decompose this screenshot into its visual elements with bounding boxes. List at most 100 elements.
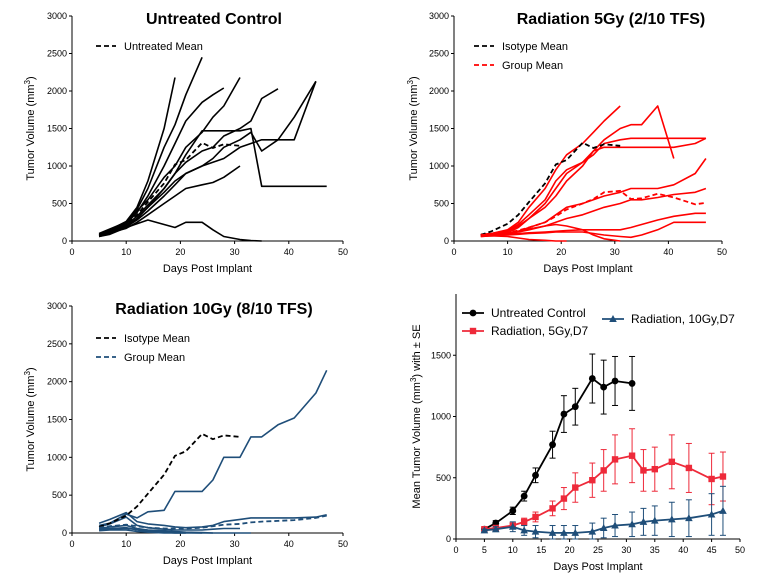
y-axis-label: Tumor Volume (mm3) [406,76,420,180]
animal-curve-3 [98,516,240,531]
x-tick-label: 10 [503,247,513,257]
data-point [600,383,608,391]
data-point [560,410,568,418]
legend-marker [609,315,617,322]
x-tick-label: 20 [556,247,566,257]
animal-curve-10 [480,235,567,242]
series-line [483,377,633,530]
y-tick-label: 500 [52,490,67,500]
x-tick-label: 40 [678,545,688,555]
data-point [707,510,716,518]
panel-3: 0 10 20 30 40 50050010001500200025003000Days … [23,301,348,567]
group-mean-line [480,189,707,236]
data-point [639,517,648,525]
data-point [719,506,727,514]
y-tick-label: 2000 [429,86,449,96]
y-tick-label: 3000 [429,11,449,21]
x-tick-label: 35 [650,545,660,555]
legend-label: Group Mean [502,60,563,72]
data-point [628,380,636,387]
data-point [611,377,619,385]
y-axis-label-main: Tumor Volume (mm [408,84,420,180]
y-axis-label-main: Tumor Volume (mm [25,375,37,471]
x-tick-label: 20 [175,539,185,549]
x-tick-label: 40 [284,247,294,257]
animal-curve-6 [98,80,317,236]
animal-curve-3 [480,137,706,236]
series-3 [480,485,727,540]
data-point [640,467,647,474]
y-tick-label: 1500 [47,124,67,134]
data-point [685,464,693,472]
x-tick-label: 30 [230,539,240,549]
x-tick-label: 50 [338,539,348,549]
isotype-mean-line [480,141,621,236]
animal-curve-7 [98,81,317,237]
chart-title: Radiation 5Gy (2/10 TFS) [517,11,705,28]
y-axis-label-sup: 3 [23,79,32,84]
y-axis-label-main: Tumor Volume (mm [25,84,37,180]
chart-title: Untreated Control [146,11,282,28]
data-point [560,528,568,536]
y-tick-label: 2500 [47,339,67,349]
x-tick-label: 25 [593,545,603,555]
data-point [719,473,727,480]
y-axis-label: Mean Tumor Volume (mm3) with ± SE [409,324,423,508]
y-axis-label-tail: ) [25,76,37,80]
legend-label: Isotype Mean [502,41,568,53]
x-tick-label: 50 [735,545,745,555]
data-point [548,528,557,536]
data-point [520,492,528,500]
legend-label: Untreated Mean [124,41,203,53]
chart-title: Radiation 10Gy (8/10 TFS) [115,301,312,318]
series-line [484,509,724,534]
data-point [520,526,528,534]
data-point [600,467,607,474]
y-tick-label: 3000 [47,11,67,21]
group-mean-line [98,514,327,530]
x-tick-label: 50 [717,247,727,257]
y-axis-label-sup: 3 [409,377,418,382]
y-tick-label: 500 [436,473,451,483]
animal-curve-3 [98,87,225,237]
y-tick-label: 0 [446,534,451,544]
data-point [651,465,658,473]
animal-curve-1 [480,105,621,236]
data-point [532,513,539,521]
data-point [589,477,596,484]
animal-curve-5 [98,88,279,238]
x-tick-label: 30 [230,247,240,257]
legend-marker [469,327,477,335]
legend-entry-1: Untreated Control [462,306,586,320]
y-tick-label: 1500 [431,350,451,360]
panel-1: 0 10 20 30 40 50050010001500200025003000Days … [23,11,348,275]
y-tick-label: 2500 [47,49,67,59]
data-point [492,519,500,527]
data-point [532,471,539,479]
x-tick-label: 10 [121,247,131,257]
data-point [685,514,693,522]
data-point [599,523,608,531]
y-tick-label: 2000 [47,377,67,387]
y-tick-label: 2500 [429,49,449,59]
data-point [549,505,556,512]
x-axis-label: Days Post Implant [163,263,252,275]
isotype-mean-line [98,432,241,528]
animal-curve-7 [99,529,186,534]
legend-label: Radiation, 10Gy,D7 [631,312,735,326]
data-point [560,495,568,502]
x-axis-label: Days Post Implant [163,555,252,567]
animal-curve-1 [98,369,328,527]
data-point [491,525,500,533]
legend-label: Group Mean [124,352,185,364]
x-tick-label: 10 [121,539,131,549]
x-tick-label: 10 [508,545,518,555]
x-tick-label: 30 [621,545,631,555]
data-point [571,528,580,536]
x-tick-label: 40 [284,539,294,549]
legend-marker [469,309,477,317]
y-axis-label-tail: ) with ± SE [411,324,423,377]
data-point [628,452,636,459]
